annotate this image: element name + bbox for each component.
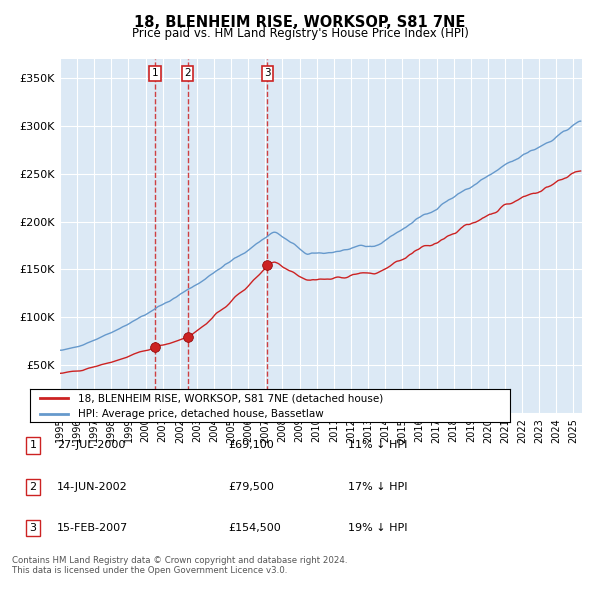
Text: 15-FEB-2007: 15-FEB-2007 [57, 523, 128, 533]
Text: HPI: Average price, detached house, Bassetlaw: HPI: Average price, detached house, Bass… [78, 409, 324, 419]
Text: 19% ↓ HPI: 19% ↓ HPI [348, 523, 407, 533]
Text: £69,100: £69,100 [228, 441, 274, 450]
Text: 1: 1 [29, 441, 37, 450]
Text: 1: 1 [152, 68, 159, 78]
Text: £79,500: £79,500 [228, 482, 274, 491]
Text: 3: 3 [264, 68, 271, 78]
Text: 18, BLENHEIM RISE, WORKSOP, S81 7NE (detached house): 18, BLENHEIM RISE, WORKSOP, S81 7NE (det… [78, 394, 383, 404]
Text: 17% ↓ HPI: 17% ↓ HPI [348, 482, 407, 491]
Text: £154,500: £154,500 [228, 523, 281, 533]
Text: 2: 2 [29, 482, 37, 491]
Text: 3: 3 [29, 523, 37, 533]
Text: Price paid vs. HM Land Registry's House Price Index (HPI): Price paid vs. HM Land Registry's House … [131, 27, 469, 40]
Text: 18, BLENHEIM RISE, WORKSOP, S81 7NE: 18, BLENHEIM RISE, WORKSOP, S81 7NE [134, 15, 466, 30]
Text: 14-JUN-2002: 14-JUN-2002 [57, 482, 128, 491]
Text: Contains HM Land Registry data © Crown copyright and database right 2024.
This d: Contains HM Land Registry data © Crown c… [12, 556, 347, 575]
Text: 11% ↓ HPI: 11% ↓ HPI [348, 441, 407, 450]
Text: 27-JUL-2000: 27-JUL-2000 [57, 441, 125, 450]
Text: 2: 2 [184, 68, 191, 78]
